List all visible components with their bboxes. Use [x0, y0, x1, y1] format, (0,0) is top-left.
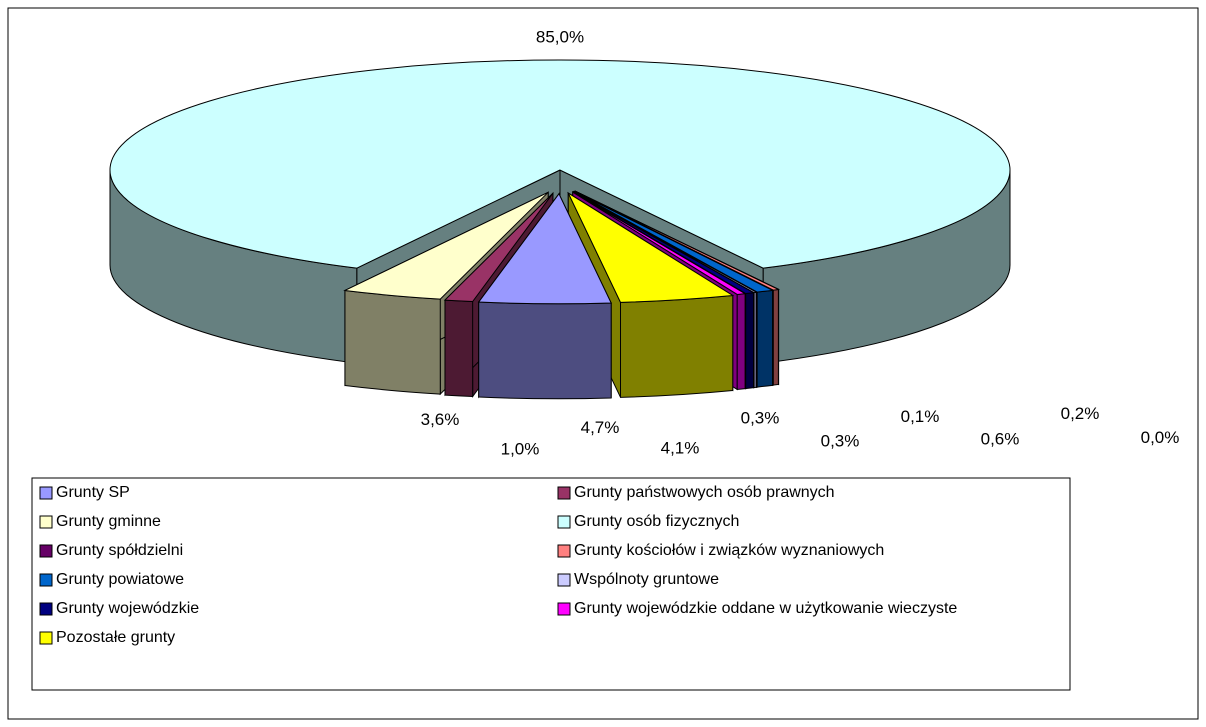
slice-top [572, 191, 747, 295]
slice-wall [772, 288, 779, 386]
legend-swatch [39, 544, 53, 558]
slice-wall [444, 299, 474, 398]
legend-swatch [39, 573, 53, 587]
legend-label: Grunty gminne [56, 513, 161, 530]
slice-wall [736, 293, 746, 391]
legend-swatch [39, 631, 53, 645]
data-label: 4,1% [661, 438, 700, 457]
data-label: 0,6% [981, 430, 1020, 449]
data-label: 85,0% [536, 27, 584, 46]
legend-label: Pozostałe grunty [56, 629, 175, 646]
legend-label: Grunty powiatowe [56, 571, 184, 588]
data-label: 0,3% [821, 432, 860, 451]
legend-swatch [557, 602, 571, 616]
slice-wall [344, 289, 441, 395]
slice-top [477, 192, 612, 305]
legend-swatch [557, 544, 571, 558]
legend-box [31, 477, 1071, 691]
legend-label: Wspólnoty gruntowe [574, 571, 719, 588]
legend-swatch [557, 486, 571, 500]
slice-top [574, 191, 775, 293]
slice-top [443, 192, 554, 303]
slice-top [343, 191, 549, 300]
data-label: 0,2% [1061, 404, 1100, 423]
legend-label: Grunty wojewódzkie [56, 600, 199, 617]
legend-label: Grunty spółdzielni [56, 542, 183, 559]
slice-top [574, 190, 781, 291]
legend-swatch [39, 602, 53, 616]
legend-swatch [557, 573, 571, 587]
slice-wall [745, 292, 755, 390]
data-label: 0,3% [741, 409, 780, 428]
data-label: 0,0% [1141, 428, 1180, 447]
legend-label: Grunty SP [56, 484, 130, 501]
data-label: 4,7% [581, 418, 620, 437]
data-label: 0,1% [901, 407, 940, 426]
slice-wall [619, 294, 734, 398]
slice-wall [753, 291, 757, 389]
slice-top [109, 59, 1011, 269]
legend-label: Grunty wojewódzkie oddane w użytkowanie … [574, 600, 957, 617]
legend-swatch [39, 515, 53, 529]
legend-label: Grunty osób fizycznych [574, 513, 739, 530]
legend-label: Grunty państwowych osób prawnych [574, 484, 835, 501]
legend-label: Grunty kościołów i związków wyznaniowych [574, 542, 884, 559]
slice-wall [756, 289, 774, 388]
slice [477, 192, 612, 400]
slice-wall [478, 301, 612, 400]
legend-swatch [557, 515, 571, 529]
slice-top [567, 191, 735, 303]
data-label: 1,0% [501, 439, 540, 458]
legend-swatch [39, 486, 53, 500]
data-label: 3,6% [421, 410, 460, 429]
